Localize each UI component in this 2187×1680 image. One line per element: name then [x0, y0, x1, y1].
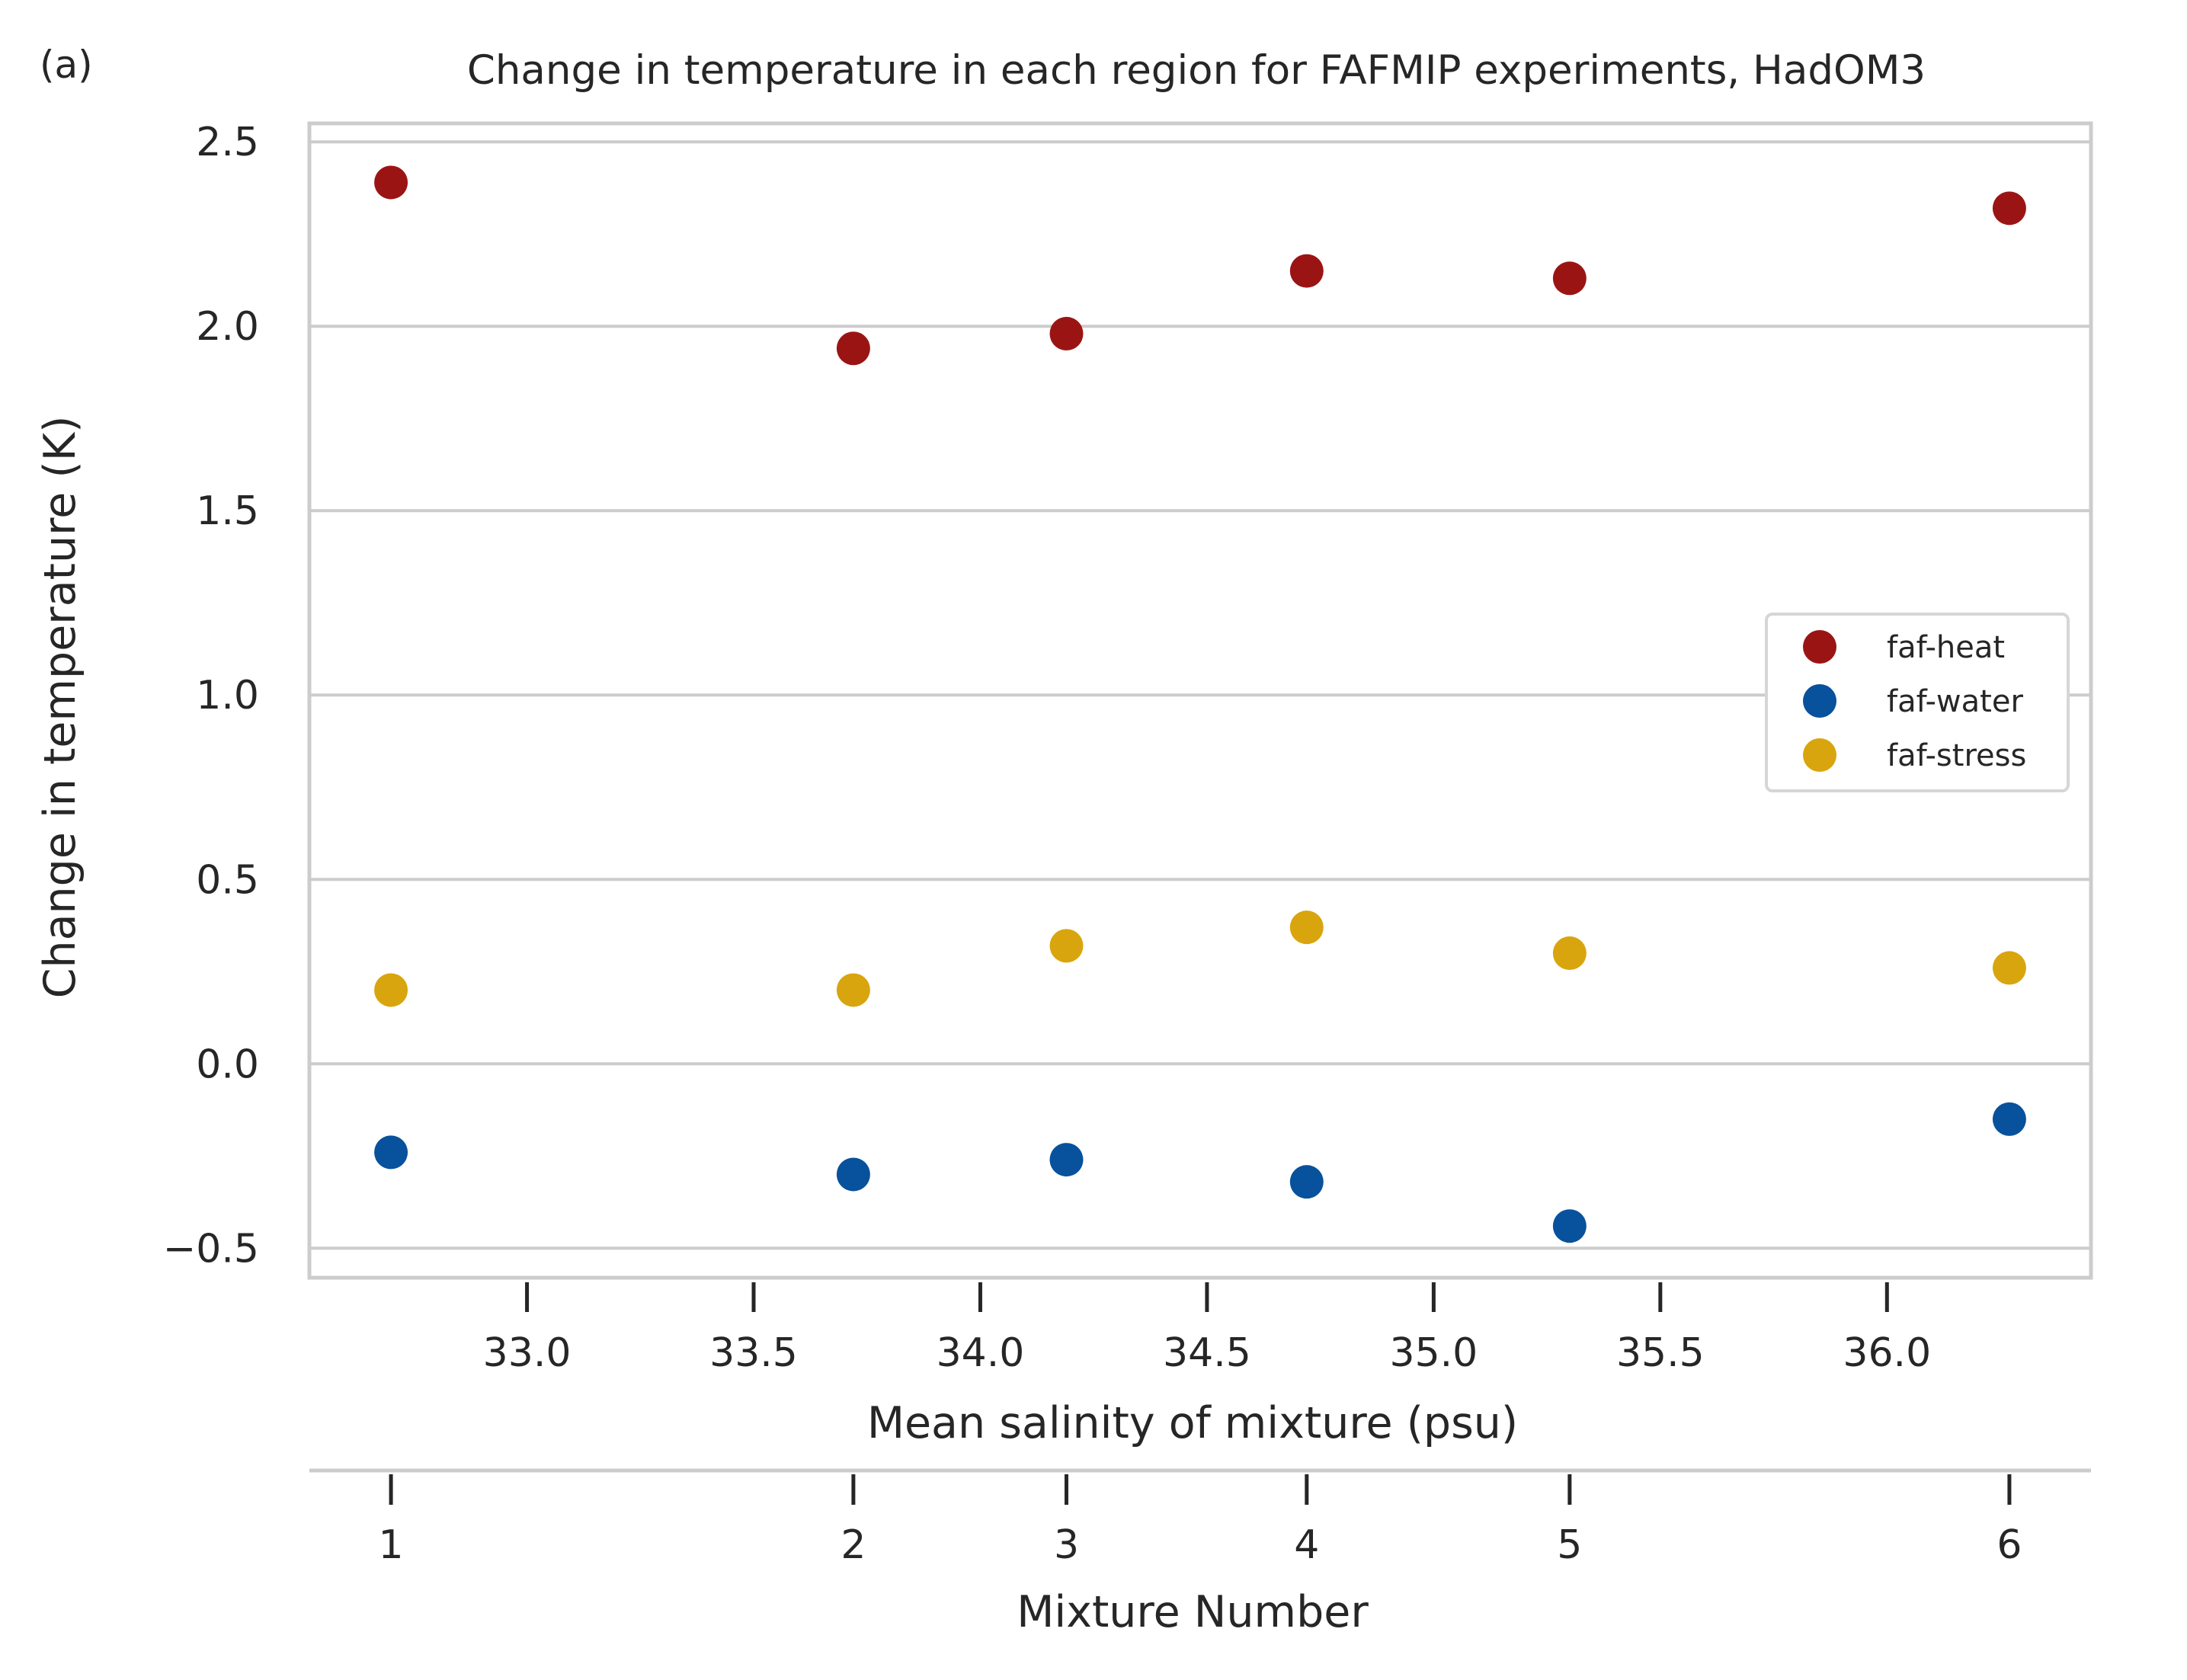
- x-tick-label: 35.0: [1389, 1330, 1478, 1376]
- point-faf-heat: [836, 331, 870, 366]
- legend-label: faf-heat: [1887, 630, 2005, 665]
- x2-tick-label: 6: [1996, 1522, 2022, 1568]
- point-faf-heat: [1289, 254, 1324, 288]
- point-faf-stress: [1992, 951, 2026, 985]
- point-faf-heat: [374, 165, 408, 200]
- point-faf-heat: [1992, 191, 2026, 226]
- x-tick-label: 35.5: [1616, 1330, 1705, 1376]
- x2-tick-label: 2: [841, 1522, 866, 1568]
- y-axis-label: Change in temperature (K): [35, 416, 85, 999]
- x-tick-label: 34.5: [1163, 1330, 1251, 1376]
- x2-tick-label: 5: [1557, 1522, 1582, 1568]
- x-tick-label: 33.0: [483, 1330, 572, 1376]
- point-faf-heat: [1552, 261, 1587, 296]
- point-faf-water: [1049, 1143, 1084, 1177]
- x2-tick-label: 4: [1294, 1522, 1319, 1568]
- point-faf-stress: [1289, 910, 1324, 945]
- series-faf-stress: [374, 910, 2026, 1007]
- point-faf-water: [1992, 1102, 2026, 1136]
- point-faf-stress: [1552, 936, 1587, 971]
- point-faf-stress: [836, 973, 870, 1007]
- x-axis-mixture-number: 1 2 3 4 5 6: [309, 1468, 2091, 1568]
- y-tick-label: 1.5: [196, 488, 259, 534]
- plot-frame: [307, 121, 2093, 1280]
- x-tick-label: 36.0: [1843, 1330, 1931, 1376]
- y-tick-label: −0.5: [163, 1226, 259, 1272]
- x2-axis-label: Mixture Number: [1017, 1587, 1369, 1637]
- x-tick-label: 33.5: [709, 1330, 798, 1376]
- legend-label: faf-stress: [1887, 738, 2026, 773]
- series-faf-heat: [374, 165, 2026, 366]
- x-axis-label: Mean salinity of mixture (psu): [867, 1398, 1518, 1448]
- legend-label: faf-water: [1887, 684, 2023, 719]
- legend: faf-heat faf-water faf-stress: [1765, 613, 2070, 792]
- y-axis: −0.5 0.0 0.5 1.0 1.5 2.0 2.5: [163, 120, 259, 1272]
- x-axis-salinity: 33.0 33.5 34.0 34.5 35.0 35.5 36.0: [483, 1282, 1931, 1376]
- legend-marker: [1803, 630, 1836, 664]
- y-tick-label: 0.5: [196, 857, 259, 903]
- y-tick-label: 1.0: [196, 673, 259, 718]
- y-tick-label: 0.0: [196, 1042, 259, 1087]
- legend-marker: [1803, 684, 1836, 718]
- point-faf-water: [1552, 1209, 1587, 1243]
- x2-tick-label: 1: [379, 1522, 404, 1568]
- x-tick-label: 34.0: [937, 1330, 1025, 1376]
- point-faf-heat: [1049, 316, 1084, 350]
- x2-tick-label: 3: [1054, 1522, 1079, 1568]
- chart-title: Change in temperature in each region for…: [467, 47, 1926, 94]
- y-tick-label: 2.5: [196, 120, 259, 165]
- point-faf-water: [836, 1157, 870, 1192]
- point-faf-stress: [374, 973, 408, 1007]
- panel-label: (a): [40, 43, 93, 87]
- legend-marker: [1803, 738, 1836, 772]
- y-tick-label: 2.0: [196, 304, 259, 350]
- point-faf-water: [1289, 1165, 1324, 1199]
- series-faf-water: [374, 1102, 2026, 1243]
- plot-area: [307, 121, 2093, 1280]
- point-faf-water: [374, 1135, 408, 1170]
- legend-box: [1765, 613, 2070, 792]
- point-faf-stress: [1049, 929, 1084, 963]
